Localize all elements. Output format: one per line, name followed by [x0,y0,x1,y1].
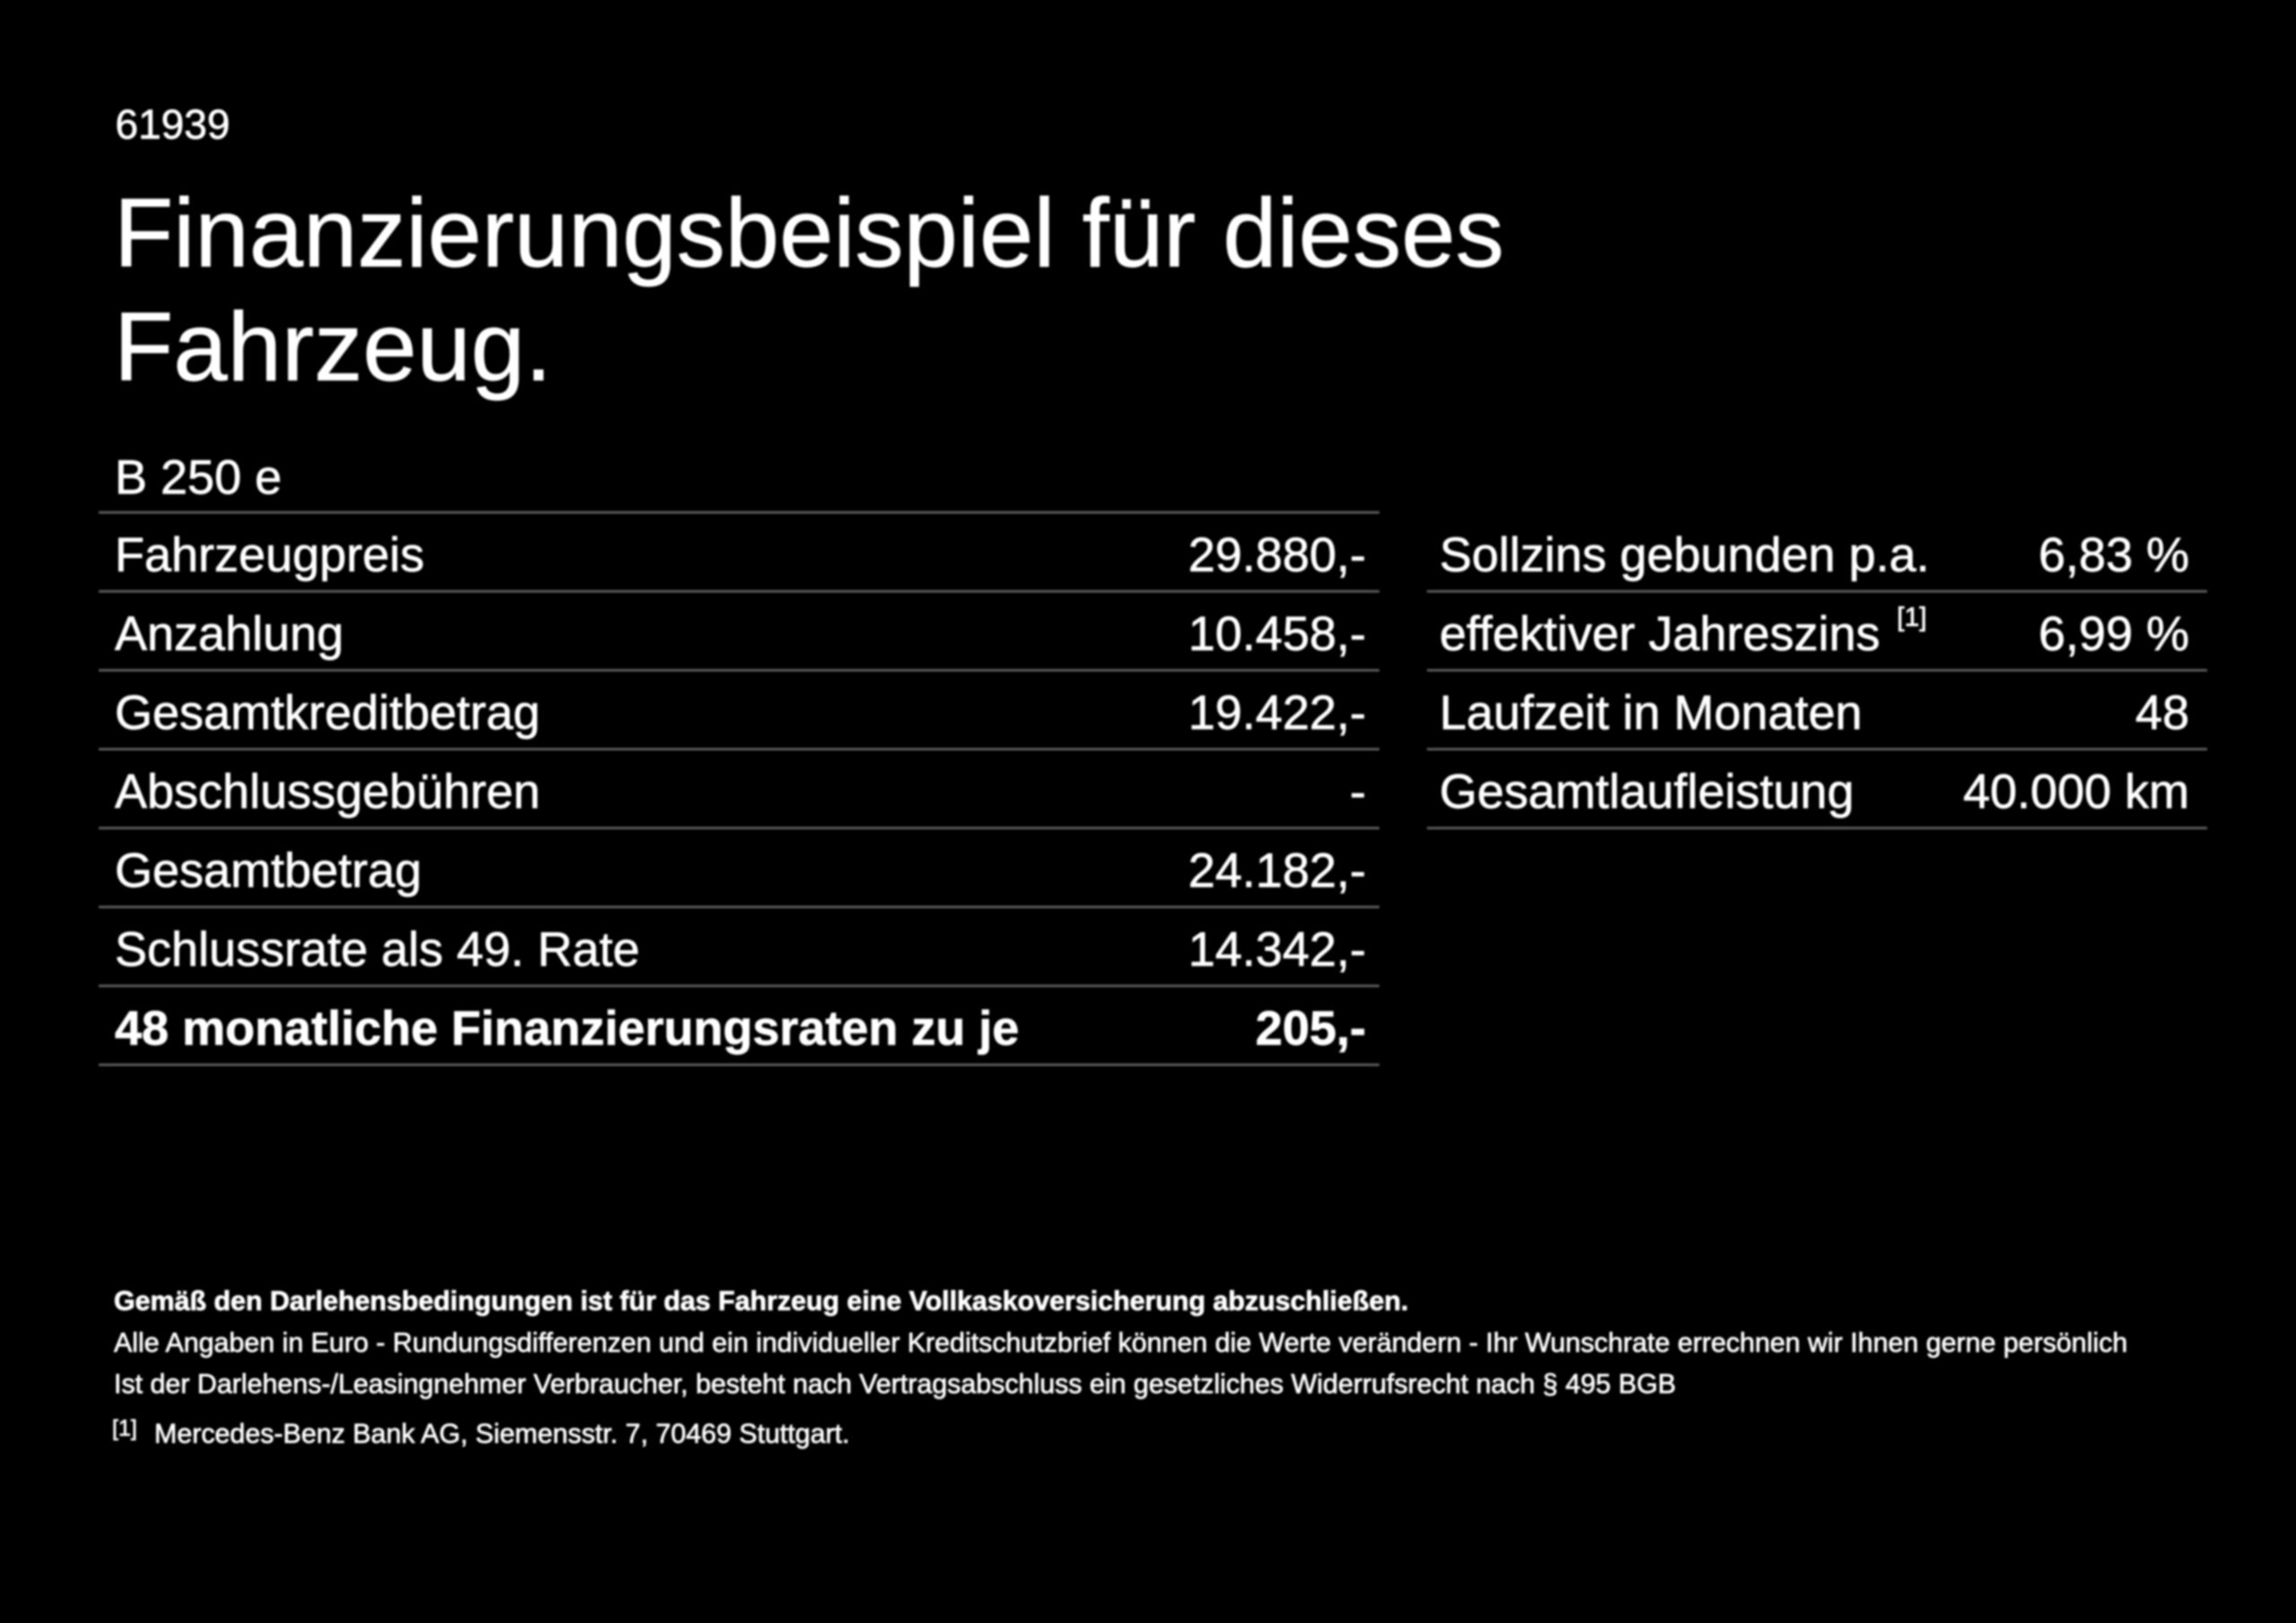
svg-text:Schlussrate als 49. Rate: Schlussrate als 49. Rate [115,923,639,976]
svg-text:Gemäß den Darlehensbedingungen: Gemäß den Darlehensbedingungen ist für d… [114,1286,1408,1316]
svg-text:Fahrzeugpreis: Fahrzeugpreis [115,528,424,582]
svg-text:205,-: 205,- [1256,1002,1366,1055]
svg-text:6,83 %: 6,83 % [2039,528,2189,582]
svg-text:Fahrzeug.: Fahrzeug. [114,292,552,401]
svg-text:29.880,-: 29.880,- [1188,528,1366,582]
svg-text:Abschlussgebühren: Abschlussgebühren [115,765,540,819]
svg-text:Gesamtkreditbetrag: Gesamtkreditbetrag [115,686,540,740]
svg-text:19.422,-: 19.422,- [1188,686,1366,740]
svg-text:40.000 km: 40.000 km [1963,765,2189,819]
svg-text:B 250 e: B 250 e [115,451,282,505]
svg-text:[1]: [1] [1897,603,1926,632]
svg-text:6,99 %: 6,99 % [2039,607,2189,661]
svg-text:Gesamtbetrag: Gesamtbetrag [115,844,422,898]
svg-text:Anzahlung: Anzahlung [115,607,344,661]
svg-text:24.182,-: 24.182,- [1188,844,1366,898]
svg-text:61939: 61939 [116,101,230,148]
svg-text:Laufzeit in Monaten: Laufzeit in Monaten [1439,686,1862,740]
svg-text:Gesamtlaufleistung: Gesamtlaufleistung [1439,765,1854,819]
svg-text:[1]: [1] [112,1416,137,1441]
svg-text:-: - [1350,765,1366,819]
svg-text:Ist der Darlehens-/Leasingnehm: Ist der Darlehens-/Leasingnehmer Verbrau… [114,1369,1676,1400]
svg-text:48 monatliche Finanzierungsrat: 48 monatliche Finanzierungsraten zu je [115,1002,1019,1055]
svg-text:effektiver Jahreszins: effektiver Jahreszins [1439,607,1880,661]
svg-text:Sollzins gebunden p.a.: Sollzins gebunden p.a. [1439,528,1929,582]
svg-text:10.458,-: 10.458,- [1188,607,1366,661]
svg-text:14.342,-: 14.342,- [1188,923,1366,976]
svg-text:Finanzierungsbeispiel für dies: Finanzierungsbeispiel für dieses [114,178,1504,287]
svg-text:48: 48 [2135,686,2189,740]
svg-text:Mercedes-Benz Bank AG, Siemens: Mercedes-Benz Bank AG, Siemensstr. 7, 70… [154,1419,849,1449]
svg-text:Alle Angaben in Euro - Rundung: Alle Angaben in Euro - Rundungsdifferenz… [114,1328,2127,1358]
